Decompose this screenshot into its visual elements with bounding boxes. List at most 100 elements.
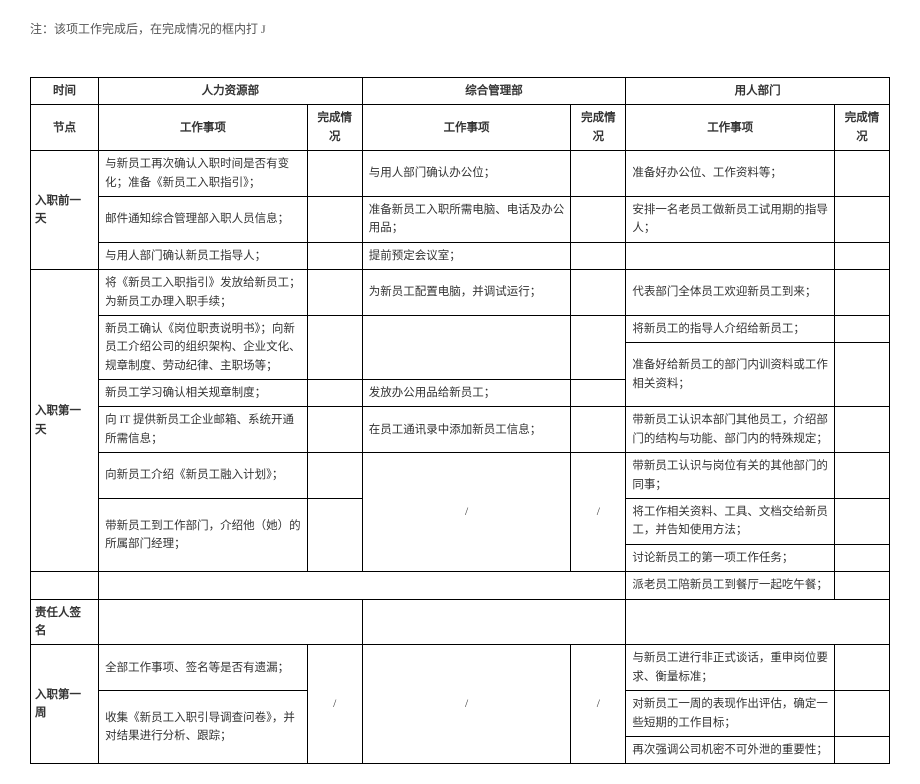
top-note: 注：该项工作完成后，在完成情况的框内打 J <box>30 20 890 37</box>
db-hr-done-0[interactable] <box>307 151 362 197</box>
fd-blank-row <box>99 572 626 599</box>
header-row-2: 节点 工作事项 完成情况 工作事项 完成情况 工作事项 完成情况 <box>31 105 890 151</box>
fd-using-0: 代表部门全体员工欢迎新员工到来； <box>626 270 835 316</box>
fd-hr-1: 新员工确认《岗位职责说明书》；向新员工介绍公司的组织架构、企业文化、规章制度、劳… <box>99 315 308 379</box>
hdr-task-using: 工作事项 <box>626 105 835 151</box>
fw-using-done-2[interactable] <box>835 736 890 763</box>
db-admin-1: 准备新员工入职所需电脑、电话及办公用品； <box>362 196 571 242</box>
label-day-before: 入职前一天 <box>31 151 99 270</box>
db-admin-done-0[interactable] <box>571 151 626 197</box>
hdr-done-admin: 完成情况 <box>571 105 626 151</box>
fw-hr-slash: / <box>307 645 362 764</box>
fd-hr-done-0[interactable] <box>307 270 362 316</box>
fd-admin-1: 发放办公用品给新员工； <box>362 380 571 407</box>
fd-admin-0: 为新员工配置电脑，并调试运行； <box>362 270 571 316</box>
db-using-2 <box>626 242 835 269</box>
first-day-row-1: 入职第一天 将《新员工入职指引》发放给新员工；为新员工办理入职手续； 为新员工配… <box>31 270 890 316</box>
fd-using-done-0[interactable] <box>835 270 890 316</box>
db-using-done-0[interactable] <box>835 151 890 197</box>
fw-using-done-1[interactable] <box>835 691 890 737</box>
signer-hr[interactable] <box>99 599 363 645</box>
fd-using-7: 派老员工陪新员工到餐厅一起吃午餐； <box>626 572 835 599</box>
label-signer: 责任人签名 <box>31 599 99 645</box>
db-hr-done-2[interactable] <box>307 242 362 269</box>
db-admin-done-1[interactable] <box>571 196 626 242</box>
fd-hr-5: 带新员工到工作部门，介绍他（她）的所属部门经理； <box>99 499 308 572</box>
signer-row: 责任人签名 <box>31 599 890 645</box>
fd-using-done-7[interactable] <box>835 572 890 599</box>
fw-using-done-0[interactable] <box>835 645 890 691</box>
spacer-before-signer <box>31 572 99 599</box>
fd-using-4: 带新员工认识与岗位有关的其他部门的同事； <box>626 453 835 499</box>
fd-hr-done-5[interactable] <box>307 499 362 572</box>
hdr-task-admin: 工作事项 <box>362 105 571 151</box>
fw-admin-slash: / <box>362 645 571 764</box>
db-admin-2: 提前预定会议室； <box>362 242 571 269</box>
db-using-done-2[interactable] <box>835 242 890 269</box>
fd-using-2: 准备好给新员工的部门内训资料或工作相关资料； <box>626 343 835 407</box>
hdr-using: 用人部门 <box>626 78 890 105</box>
hdr-admin: 综合管理部 <box>362 78 626 105</box>
first-day-row-2: 新员工确认《岗位职责说明书》；向新员工介绍公司的组织架构、企业文化、规章制度、劳… <box>31 315 890 342</box>
hdr-time: 时间 <box>31 78 99 105</box>
hdr-task-hr: 工作事项 <box>99 105 308 151</box>
db-hr-2: 与用人部门确认新员工指导人； <box>99 242 308 269</box>
fd-admin-blank-1 <box>362 315 571 379</box>
fd-hr-4: 向新员工介绍《新员工融入计划》； <box>99 453 308 499</box>
day-before-row-2: 邮件通知综合管理部入职人员信息； 准备新员工入职所需电脑、电话及办公用品； 安排… <box>31 196 890 242</box>
fw-using-0: 与新员工进行非正式谈话，重申岗位要求、衡量标准； <box>626 645 835 691</box>
first-day-row-4: 向 IT 提供新员工企业邮箱、系统开通所需信息； 在员工通讯录中添加新员工信息；… <box>31 407 890 453</box>
fd-hr-done-2[interactable] <box>307 380 362 407</box>
db-using-1: 安排一名老员工做新员工试用期的指导人； <box>626 196 835 242</box>
fd-using-done-1[interactable] <box>835 315 890 342</box>
fd-admin-slash-done: / <box>571 453 626 572</box>
day-before-row-1: 入职前一天 与新员工再次确认入职时间是否有变化；准备《新员工入职指引》； 与用人… <box>31 151 890 197</box>
fd-using-3: 带新员工认识本部门其他员工，介绍部门的结构与功能、部门内的特殊规定； <box>626 407 835 453</box>
db-hr-done-1[interactable] <box>307 196 362 242</box>
fd-using-1: 将新员工的指导人介绍给新员工； <box>626 315 835 342</box>
day-before-row-3: 与用人部门确认新员工指导人； 提前预定会议室； <box>31 242 890 269</box>
fd-hr-done-3[interactable] <box>307 407 362 453</box>
fd-using-done-6[interactable] <box>835 544 890 571</box>
fd-hr-done-4[interactable] <box>307 453 362 499</box>
hdr-done-hr: 完成情况 <box>307 105 362 151</box>
db-using-0: 准备好办公位、工作资料等； <box>626 151 835 197</box>
label-first-week: 入职第一周 <box>31 645 99 764</box>
db-admin-0: 与用人部门确认办公位； <box>362 151 571 197</box>
db-hr-1: 邮件通知综合管理部入职人员信息； <box>99 196 308 242</box>
fd-using-done-3[interactable] <box>835 407 890 453</box>
hdr-hr: 人力资源部 <box>99 78 363 105</box>
db-hr-0: 与新员工再次确认入职时间是否有变化；准备《新员工入职指引》； <box>99 151 308 197</box>
fd-using-5: 将工作相关资料、工具、文档交给新员工，并告知使用方法； <box>626 499 835 545</box>
fd-admin-done-1[interactable] <box>571 380 626 407</box>
db-using-done-1[interactable] <box>835 196 890 242</box>
signer-using[interactable] <box>626 599 890 645</box>
hdr-node: 节点 <box>31 105 99 151</box>
fd-using-done-4[interactable] <box>835 453 890 499</box>
fw-admin-slash-done: / <box>571 645 626 764</box>
fw-hr-0: 全部工作事项、签名等是否有遗漏； <box>99 645 308 691</box>
signer-admin[interactable] <box>362 599 626 645</box>
fd-using-done-5[interactable] <box>835 499 890 545</box>
fd-admin-done-2[interactable] <box>571 407 626 453</box>
hdr-done-using: 完成情况 <box>835 105 890 151</box>
onboarding-table: 时间 人力资源部 综合管理部 用人部门 节点 工作事项 完成情况 工作事项 完成… <box>30 77 890 764</box>
first-day-row-5: 向新员工介绍《新员工融入计划》； / / 带新员工认识与岗位有关的其他部门的同事… <box>31 453 890 499</box>
first-week-row-1: 入职第一周 全部工作事项、签名等是否有遗漏； / / / 与新员工进行非正式谈话… <box>31 645 890 691</box>
fd-admin-2: 在员工通讯录中添加新员工信息； <box>362 407 571 453</box>
header-row-1: 时间 人力资源部 综合管理部 用人部门 <box>31 78 890 105</box>
fd-using-6: 讨论新员工的第一项工作任务； <box>626 544 835 571</box>
fw-using-2: 再次强调公司机密不可外泄的重要性； <box>626 736 835 763</box>
fd-hr-done-1[interactable] <box>307 315 362 379</box>
fd-admin-done-0[interactable] <box>571 270 626 316</box>
label-first-day: 入职第一天 <box>31 270 99 572</box>
db-admin-done-2[interactable] <box>571 242 626 269</box>
first-day-row-8: 派老员工陪新员工到餐厅一起吃午餐； <box>31 572 890 599</box>
fd-admin-done-blank-1[interactable] <box>571 315 626 379</box>
fd-admin-slash: / <box>362 453 571 572</box>
fd-hr-3: 向 IT 提供新员工企业邮箱、系统开通所需信息； <box>99 407 308 453</box>
fd-hr-2: 新员工学习确认相关规章制度； <box>99 380 308 407</box>
fd-hr-0: 将《新员工入职指引》发放给新员工；为新员工办理入职手续； <box>99 270 308 316</box>
fd-using-done-2[interactable] <box>835 343 890 407</box>
fw-hr-1: 收集《新员工入职引导调查问卷》，并对结果进行分析、跟踪； <box>99 691 308 764</box>
